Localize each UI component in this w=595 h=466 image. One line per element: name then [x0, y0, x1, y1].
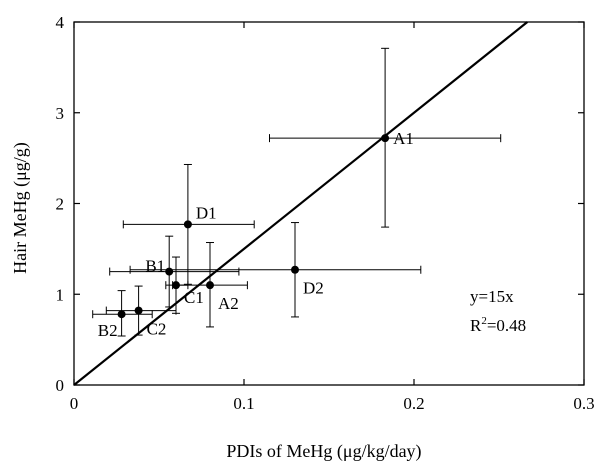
- r-squared-symbol: R: [470, 316, 482, 335]
- y-tick-label: 4: [56, 13, 65, 32]
- point-label: B2: [98, 321, 118, 340]
- y-tick-label: 0: [56, 376, 65, 395]
- axes: 0 0.1 0.2 0.3 0 1 2 3 4: [56, 13, 595, 413]
- point-marker: [172, 281, 180, 290]
- data-point-d1: D1: [122, 163, 255, 285]
- data-point-b2: B2: [92, 290, 153, 340]
- y-tick-label: 3: [56, 104, 65, 123]
- x-tick-label: 0.3: [573, 394, 594, 413]
- r-squared-value: =0.48: [487, 316, 526, 335]
- point-marker: [183, 220, 192, 229]
- point-marker: [134, 306, 143, 315]
- y-axis-title: Hair MeHg (μg/g): [10, 142, 31, 274]
- point-label: B1: [145, 257, 165, 276]
- x-axis-title: PDIs of MeHg (μg/kg/day): [226, 441, 421, 462]
- point-label: A1: [393, 129, 414, 148]
- x-tick-label: 0.1: [233, 394, 254, 413]
- data-point-a1: A1: [269, 47, 502, 228]
- fit-line: [73, 21, 529, 386]
- point-marker: [117, 310, 126, 319]
- point-marker: [206, 281, 214, 290]
- point-label: D2: [303, 279, 324, 298]
- x-tick-label: 0.2: [403, 394, 424, 413]
- x-tick-label: 0: [70, 394, 79, 413]
- point-label: D1: [196, 203, 217, 222]
- y-tick-label: 2: [56, 195, 65, 214]
- point-marker: [291, 265, 299, 274]
- r-squared: R2=0.48: [470, 315, 526, 335]
- data-point-b1: B1: [109, 235, 240, 308]
- plot-area: A1 D1 D2 B1 A2 C1 C2 B2: [73, 21, 529, 386]
- data-point-d2: D2: [129, 222, 422, 318]
- point-marker: [165, 267, 174, 276]
- point-marker: [381, 134, 390, 143]
- data-point-c1: C1: [165, 256, 204, 314]
- y-tick-label: 1: [56, 285, 65, 304]
- r-squared-superscript: 2: [481, 315, 487, 327]
- point-label: C2: [147, 320, 167, 339]
- fit-equation: y=15x: [470, 287, 514, 306]
- point-label: A2: [218, 294, 239, 313]
- point-label: C1: [184, 288, 204, 307]
- data-point-c2: C2: [105, 285, 177, 339]
